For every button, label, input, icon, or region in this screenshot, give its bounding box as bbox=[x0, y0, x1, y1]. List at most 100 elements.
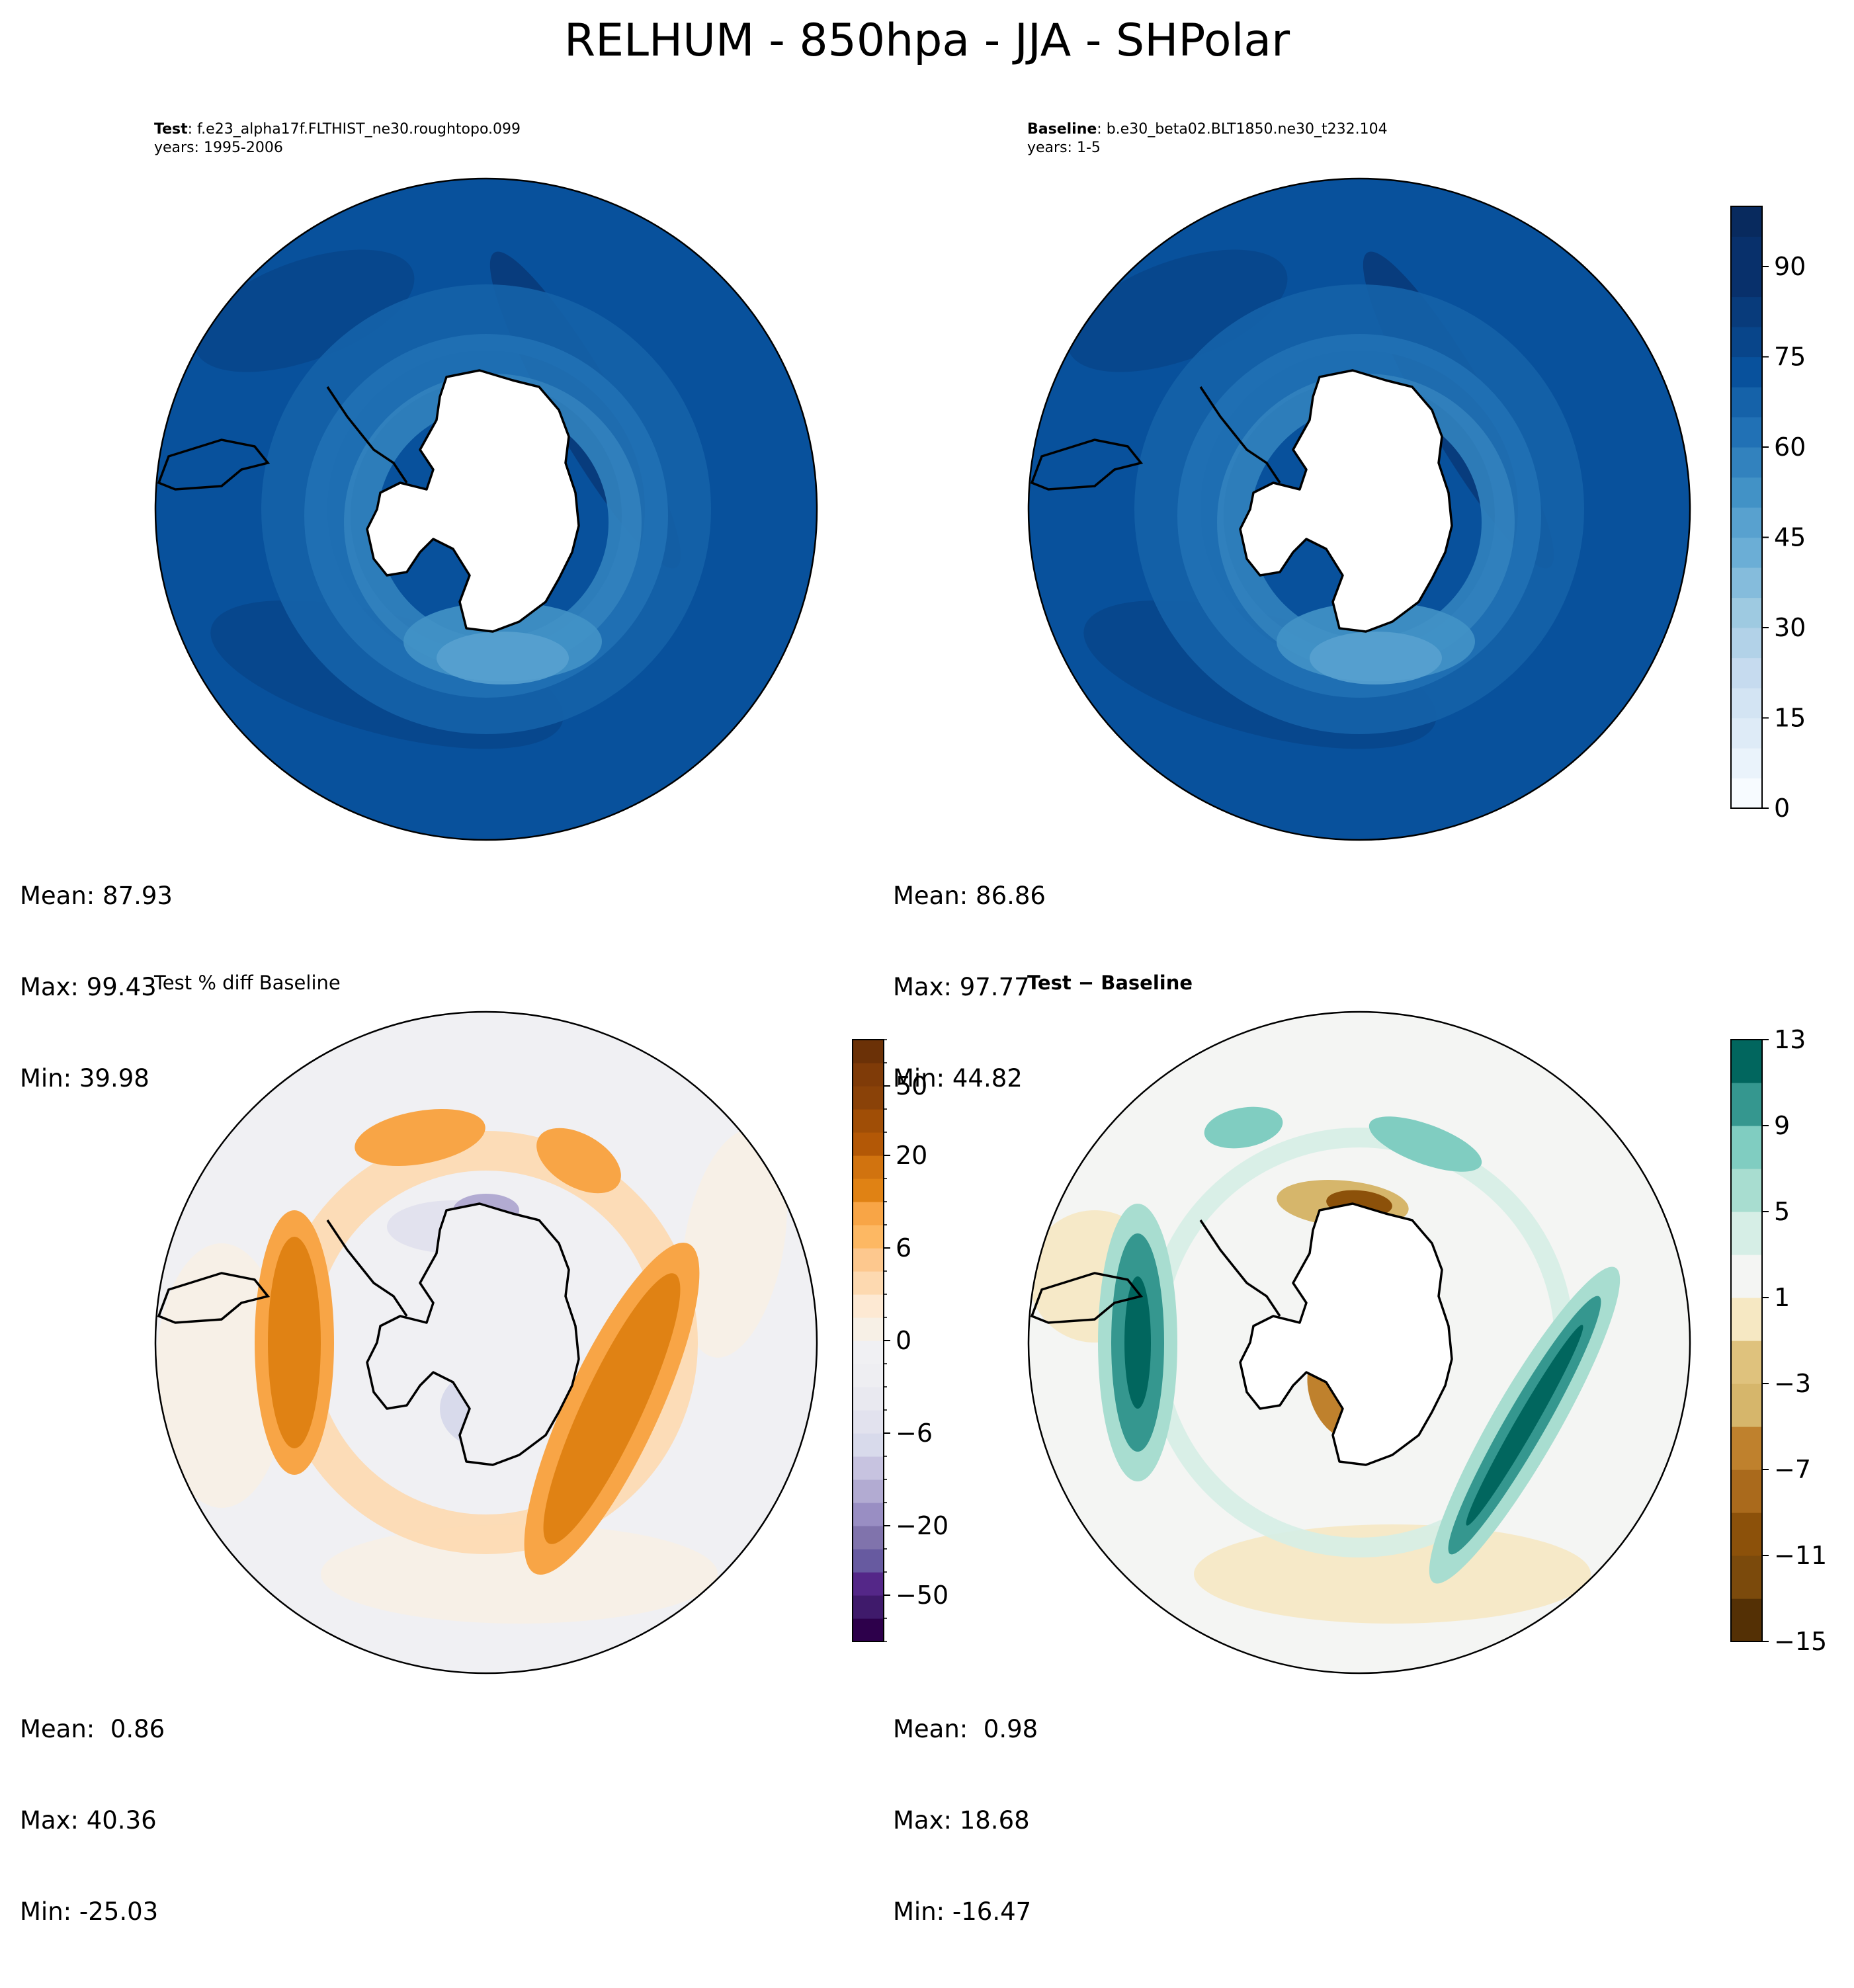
colorbar-swatch bbox=[1731, 1598, 1762, 1642]
antarctica-coastline bbox=[1239, 1202, 1453, 1466]
colorbar-swatch bbox=[1731, 1555, 1762, 1599]
colorbar-swatch bbox=[1731, 1384, 1762, 1427]
figure-title: RELHUM - 850hpa - JJA - SHPolar bbox=[564, 15, 1290, 67]
diff-patch bbox=[1194, 1524, 1591, 1624]
colorbar-swatch bbox=[1731, 1470, 1762, 1513]
maps-canvas: 0153045607590−50−20−6062050−15−11−7−3159… bbox=[154, 177, 1827, 1675]
colorbar-swatch bbox=[853, 1387, 884, 1411]
colorbar-swatch bbox=[1731, 417, 1762, 448]
colorbar-swatch bbox=[1731, 1083, 1762, 1126]
colorbar-swatch bbox=[1731, 1169, 1762, 1212]
colorbar-swatch bbox=[1731, 477, 1762, 508]
test-map bbox=[155, 179, 817, 840]
colorbar-tick-label: 6 bbox=[896, 1233, 911, 1263]
diff-mean: Mean: 0.98 bbox=[893, 1715, 1038, 1743]
diff-title: Test − Baseline bbox=[1027, 972, 1193, 994]
colorbar-swatch bbox=[1731, 688, 1762, 719]
colorbar-tick-label: 13 bbox=[1774, 1025, 1806, 1054]
figure: RELHUM - 850hpa - JJA - SHPolar Test: f.… bbox=[20, 15, 1827, 1926]
colorbar-swatch bbox=[1731, 1512, 1762, 1556]
antarctica-coastline bbox=[1239, 369, 1453, 633]
moisture-ring bbox=[1134, 284, 1584, 734]
antarctica-land bbox=[1240, 370, 1452, 632]
test-max: Max: 99.43 bbox=[20, 973, 157, 1001]
colorbar-swatch bbox=[1731, 447, 1762, 478]
colorbar-tick-label: −7 bbox=[1774, 1455, 1811, 1484]
colorbar-swatch bbox=[853, 1225, 884, 1249]
colorbar-swatch bbox=[853, 1248, 884, 1272]
pct-map-border bbox=[154, 1011, 818, 1675]
test-years: years: 1995-2006 bbox=[154, 140, 283, 156]
pct-diff-title: Test % diff Baseline bbox=[154, 972, 341, 994]
colorbar-swatch bbox=[1731, 296, 1762, 327]
colorbar-tick-label: 75 bbox=[1774, 343, 1806, 372]
pct-diff-mean: Mean: 0.86 bbox=[20, 1715, 165, 1743]
colorbar-swatch bbox=[853, 1433, 884, 1457]
moist-anomaly bbox=[268, 1237, 321, 1448]
colorbar-tick-label: 15 bbox=[1774, 704, 1806, 733]
colorbar-swatch bbox=[853, 1317, 884, 1341]
colorbar-tick-label: 30 bbox=[1774, 613, 1806, 642]
colorbar-swatch bbox=[1731, 1341, 1762, 1384]
colorbar-swatch bbox=[853, 1503, 884, 1526]
pct-diff-min: Min: -25.03 bbox=[20, 1897, 159, 1926]
test-mean: Mean: 87.93 bbox=[20, 882, 173, 910]
colorbar-swatch bbox=[853, 1549, 884, 1573]
humid-band bbox=[1067, 249, 1288, 372]
moist-anomaly bbox=[1124, 1276, 1151, 1409]
colorbar-tick-label: 60 bbox=[1774, 433, 1806, 462]
diff-min: Min: -16.47 bbox=[893, 1897, 1032, 1926]
moist-anomaly bbox=[1466, 1325, 1583, 1526]
colorbar-swatch bbox=[853, 1618, 884, 1642]
colorbar-swatch bbox=[1731, 1427, 1762, 1470]
test-baseline-colorbar: 0 15 30 45 60 75 90 bbox=[1730, 206, 1806, 823]
dry-patch bbox=[437, 632, 569, 684]
moist-anomaly bbox=[355, 1108, 485, 1167]
colorbar-swatch bbox=[1731, 718, 1762, 749]
moisture-ring bbox=[261, 284, 711, 734]
antarctica-coastline bbox=[366, 1202, 580, 1466]
colorbar-tick-label: −11 bbox=[1774, 1541, 1827, 1570]
colorbar-swatch bbox=[853, 1202, 884, 1225]
antarctica-land bbox=[1240, 1204, 1452, 1465]
dry-patch bbox=[1310, 632, 1442, 684]
colorbar-tick-label: 0 bbox=[1774, 794, 1790, 823]
baseline-min: Min: 44.82 bbox=[893, 1064, 1023, 1093]
colorbar-tick-label: −15 bbox=[1774, 1627, 1827, 1656]
diff-max: Max: 18.68 bbox=[893, 1806, 1030, 1835]
colorbar-swatch bbox=[853, 1364, 884, 1387]
baseline-max: Max: 97.77 bbox=[893, 973, 1030, 1001]
colorbar-swatch bbox=[1731, 1212, 1762, 1255]
colorbar-tick-label: −50 bbox=[896, 1581, 948, 1610]
colorbar-swatch bbox=[853, 1294, 884, 1318]
peninsula-coastline bbox=[326, 386, 408, 483]
colorbar-tick-label: 45 bbox=[1774, 523, 1806, 552]
colorbar-swatch bbox=[853, 1410, 884, 1434]
test-panel-title: Test: f.e23_alpha17f.FLTHIST_ne30.rought… bbox=[154, 120, 521, 139]
diff-patch bbox=[681, 1129, 787, 1358]
peninsula-coastline bbox=[1199, 1220, 1281, 1317]
colorbar-swatch bbox=[853, 1086, 884, 1110]
humid-band bbox=[194, 249, 415, 372]
pct-map bbox=[155, 1012, 817, 1673]
antarctica-land bbox=[367, 370, 579, 632]
colorbar-swatch bbox=[1731, 236, 1762, 267]
peninsula-coastline bbox=[1199, 386, 1281, 483]
colorbar-swatch bbox=[853, 1595, 884, 1619]
colorbar-tick-label: −20 bbox=[896, 1511, 948, 1540]
colorbar-tick-label: 20 bbox=[896, 1141, 927, 1170]
colorbar-swatch bbox=[1731, 507, 1762, 538]
colorbar-swatch bbox=[853, 1040, 884, 1063]
test-min: Min: 39.98 bbox=[20, 1064, 149, 1093]
test-map-border bbox=[154, 177, 818, 841]
baseline-label-bold: Baseline bbox=[1027, 121, 1097, 138]
colorbar-swatch bbox=[1731, 387, 1762, 418]
colorbar-swatch bbox=[1731, 327, 1762, 358]
colorbar-swatch bbox=[1731, 537, 1762, 568]
moist-anomaly bbox=[1204, 1106, 1283, 1149]
colorbar-swatch bbox=[1731, 748, 1762, 779]
baseline-mean: Mean: 86.86 bbox=[893, 882, 1046, 910]
colorbar-swatch bbox=[1731, 1255, 1762, 1298]
pct-diff-colorbar: −50 −20 −6 0 6 20 50 bbox=[852, 1039, 948, 1642]
colorbar-swatch bbox=[1731, 657, 1762, 688]
